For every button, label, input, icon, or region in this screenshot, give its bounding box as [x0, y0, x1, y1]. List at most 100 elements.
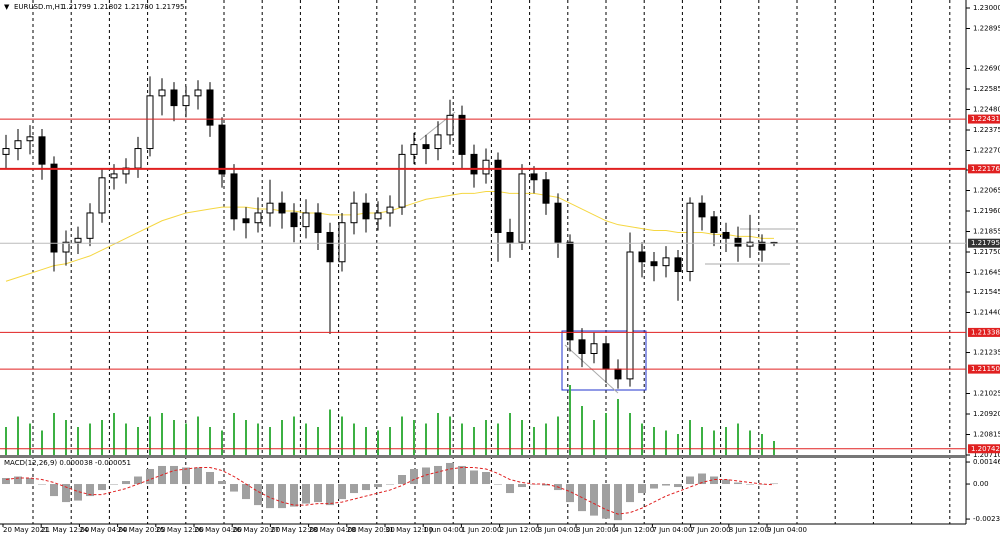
candle-body	[374, 212, 382, 220]
pane-separator	[0, 455, 966, 458]
candle-body	[602, 343, 610, 370]
macd-bar	[338, 484, 346, 500]
macd-bar	[50, 484, 58, 497]
candle-body	[230, 173, 238, 220]
macd-bar	[566, 484, 574, 503]
x-tick-label: 26 May 20:00	[232, 526, 280, 534]
macd-bar	[14, 476, 22, 485]
y-tick-label: 1.21750	[973, 248, 1000, 256]
candle-body	[734, 237, 742, 247]
candle-body	[398, 153, 406, 208]
quote: 1.21799 1.21802 1.21780 1.21795	[62, 3, 184, 11]
macd-bar	[734, 482, 742, 485]
macd-bar	[662, 484, 670, 486]
y-tick-label: 1.20710	[973, 451, 1000, 459]
macd-bar	[266, 484, 274, 509]
candle-body	[134, 148, 142, 169]
macd-bar	[26, 478, 34, 485]
macd-bar	[350, 484, 358, 494]
y-tick-label: 1.22065	[973, 187, 1000, 195]
macd-bar	[242, 484, 250, 500]
macd-bar	[590, 484, 598, 516]
y-tick-label: 1.21645	[973, 268, 1000, 276]
level-label: 1.20742	[971, 445, 1000, 453]
macd-bar	[722, 479, 730, 485]
macd-bar	[470, 470, 478, 485]
candle-body	[386, 206, 394, 214]
macd-y-tick-label: 0.001462	[973, 458, 1000, 466]
candle-body	[182, 95, 190, 107]
current-price-label: 1.21795	[971, 239, 1000, 247]
candle-body	[290, 212, 298, 228]
candle-body	[326, 231, 334, 263]
x-tick-label: 28 May 04:00	[309, 526, 357, 534]
candle-body	[758, 241, 766, 251]
y-tick-label: 1.20815	[973, 431, 1000, 439]
candle-body	[254, 212, 262, 224]
y-tick-label: 1.22895	[973, 24, 1000, 32]
candle-body	[566, 241, 574, 341]
macd-bar	[410, 468, 418, 485]
candle-body	[242, 218, 250, 224]
candle-body	[218, 124, 226, 175]
x-tick-label: 24 May 04:00	[79, 526, 127, 534]
x-tick-label: 3 Jun 20:00	[576, 526, 616, 534]
macd-bar	[758, 484, 766, 485]
level-label-box	[968, 327, 1000, 337]
candle-body	[614, 368, 622, 380]
level-label: 1.21338	[971, 328, 1000, 336]
macd-bar	[314, 484, 322, 503]
macd-bar	[134, 476, 142, 485]
candle-body	[194, 89, 202, 97]
candle-body	[746, 241, 754, 247]
x-tick-label: 20 May 2021	[3, 526, 49, 534]
symbol: EURUSD.m,H1	[14, 3, 64, 11]
macd-bar	[98, 484, 106, 491]
y-tick-label: 1.21545	[973, 288, 1000, 296]
macd-bar	[218, 481, 226, 485]
candle-body	[674, 257, 682, 273]
macd-y-tick-label: -0.002328	[973, 515, 1000, 523]
y-tick-label: 1.21855	[973, 228, 1000, 236]
macd-bar	[698, 473, 706, 485]
candle-body	[206, 89, 214, 126]
macd-bar	[206, 471, 214, 485]
macd-y-tick-label: 0.00	[973, 480, 989, 488]
x-tick-label: 1 Jun 20:00	[461, 526, 501, 534]
x-tick-label: 3 Jun 04:00	[538, 526, 578, 534]
candle-body	[50, 163, 58, 253]
macd-bar	[482, 471, 490, 485]
candle-body	[98, 177, 106, 214]
macd-bar	[362, 484, 370, 491]
candle-body	[530, 173, 538, 181]
macd-bar	[746, 484, 754, 485]
macd-bar	[542, 484, 550, 486]
macd-bar	[434, 465, 442, 485]
x-tick-label: 31 May 12:00	[385, 526, 433, 534]
macd-bar	[86, 484, 94, 497]
candle-body	[26, 136, 34, 142]
candle-body	[146, 95, 154, 150]
candle-body	[722, 231, 730, 239]
x-tick-label: 9 Jun 04:00	[767, 526, 807, 534]
candle-body	[266, 202, 274, 214]
level-label: 1.22176	[971, 165, 1000, 173]
x-tick-label: 28 May 20:00	[347, 526, 395, 534]
macd-bar	[278, 484, 286, 509]
candle-body	[302, 212, 310, 228]
candle-body	[170, 89, 178, 107]
macd-bar	[638, 484, 646, 494]
macd-bar	[686, 476, 694, 485]
x-tick-label: 25 May 12:00	[156, 526, 204, 534]
macd-bar	[122, 481, 130, 485]
candle-body	[158, 89, 166, 97]
rectangle-drawing	[561, 330, 647, 391]
candle-body	[470, 153, 478, 175]
candle-body	[86, 212, 94, 239]
candle-body	[710, 216, 718, 233]
x-tick-label: 24 May 20:00	[118, 526, 166, 534]
level-label-box	[968, 114, 1000, 124]
macd-bar	[770, 483, 778, 485]
plot	[2, 76, 778, 521]
